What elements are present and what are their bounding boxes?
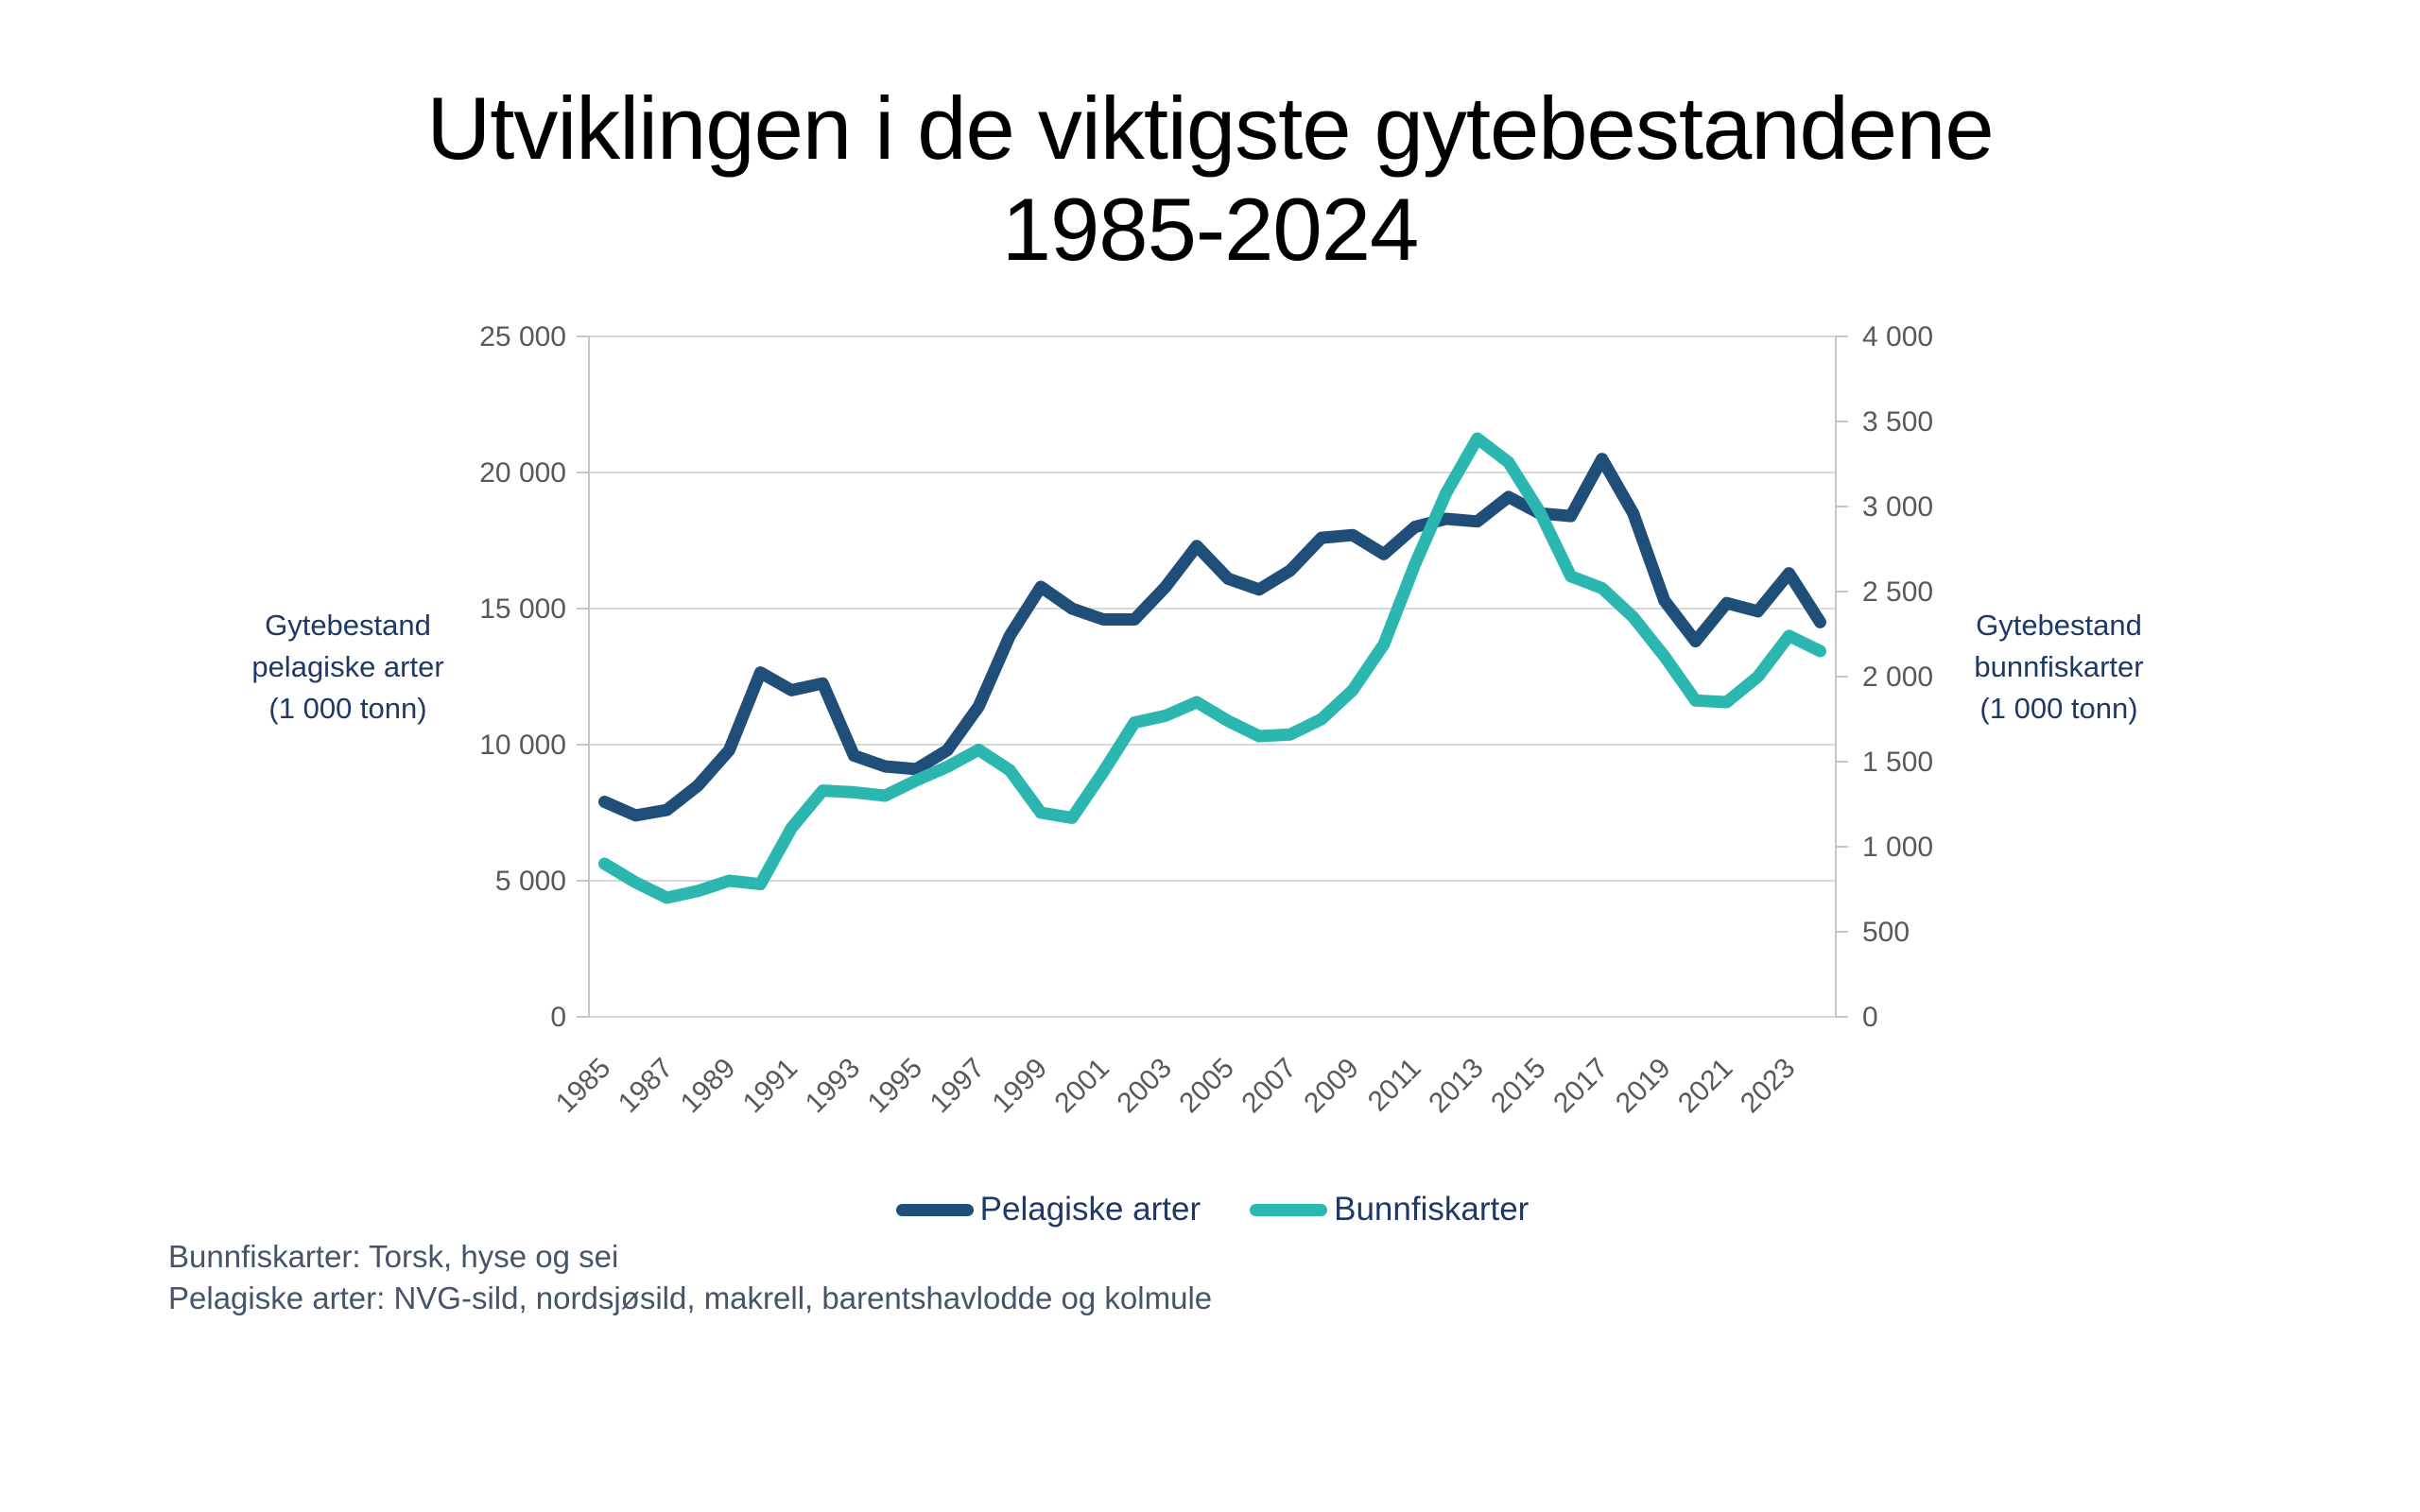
footnotes: Bunnfiskarter: Torsk, hyse og sei Pelagi… — [168, 1236, 1212, 1319]
x-tick-label: 1991 — [737, 1053, 804, 1120]
x-tick-label: 2017 — [1547, 1053, 1615, 1120]
x-tick-label: 1987 — [613, 1053, 680, 1120]
chart-title-line2: 1985-2024 — [1001, 180, 1420, 280]
x-tick-label: 2021 — [1672, 1053, 1739, 1120]
legend-label-pelagiske-arter: Pelagiske arter — [979, 1191, 1201, 1228]
chart-title: Utviklingen i de viktigste gytebestanden… — [0, 77, 2420, 280]
right-axis-title: Gytebestand bunnfiskarter (1 000 tonn) — [1898, 605, 2220, 730]
y-left-tick-label: 20 000 — [479, 457, 566, 489]
y-right-tick-label: 1 000 — [1862, 832, 1933, 863]
x-tick-label: 1993 — [800, 1053, 867, 1120]
legend-item-pelagiske-arter: Pelagiske arter — [895, 1191, 1201, 1228]
pelagiske-arter-line — [598, 453, 1826, 822]
legend-label-bunnfiskarter: Bunnfiskarter — [1334, 1191, 1530, 1228]
x-tick-label: 1995 — [862, 1053, 929, 1120]
y-left-tick-label: 15 000 — [479, 593, 566, 625]
y-left-tick-label: 0 — [550, 1002, 566, 1033]
y-right-tick-label: 3 000 — [1862, 491, 1933, 523]
y-right-tick-label: 4 000 — [1862, 321, 1933, 352]
left-axis-title-line2: pelagiske arter — [251, 650, 444, 684]
y-right-tick-label: 0 — [1862, 1002, 1878, 1033]
legend-item-bunnfiskarter: Bunnfiskarter — [1250, 1191, 1529, 1228]
x-tick-label: 2007 — [1236, 1053, 1303, 1120]
right-axis-title-line1: Gytebestand — [1976, 609, 2142, 642]
bunnfiskarter-line — [598, 432, 1826, 904]
chart-title-line1: Utviklingen i de viktigste gytebestanden… — [426, 78, 1994, 178]
right-axis-title-line3: (1 000 tonn) — [1979, 692, 2138, 726]
y-left-tick-label: 25 000 — [479, 321, 566, 352]
footnote-bunnfiskarter: Bunnfiskarter: Torsk, hyse og sei — [168, 1239, 619, 1274]
left-axis-title: Gytebestand pelagiske arter (1 000 tonn) — [187, 605, 509, 730]
x-tick-label: 1985 — [550, 1053, 617, 1120]
left-axis-title-line1: Gytebestand — [265, 609, 431, 642]
x-tick-label: 2009 — [1298, 1053, 1365, 1120]
y-right-tick-label: 3 500 — [1862, 406, 1933, 438]
y-right-tick-label: 2 500 — [1862, 576, 1933, 608]
x-tick-label: 1989 — [675, 1053, 742, 1120]
left-axis-title-line3: (1 000 tonn) — [268, 692, 427, 726]
y-left-tick-label: 5 000 — [495, 866, 566, 897]
x-tick-label: 2015 — [1485, 1053, 1552, 1120]
x-tick-label: 2023 — [1735, 1053, 1802, 1120]
y-right-tick-label: 500 — [1862, 917, 1910, 948]
x-tick-label: 2001 — [1049, 1053, 1116, 1120]
y-right-tick-label: 2 000 — [1862, 662, 1933, 693]
x-tick-label: 2003 — [1111, 1053, 1178, 1120]
x-tick-label: 1999 — [987, 1053, 1054, 1120]
x-tick-label: 2019 — [1610, 1053, 1677, 1120]
x-tick-label: 2013 — [1423, 1053, 1490, 1120]
bunnfiskarter-line-swatch — [1250, 1203, 1328, 1216]
legend: Pelagiske arter Bunnfiskarter — [589, 1191, 1836, 1228]
right-axis-title-line2: bunnfiskarter — [1974, 650, 2144, 684]
y-right-tick-label: 1 500 — [1862, 747, 1933, 778]
footnote-pelagiske-arter: Pelagiske arter: NVG-sild, nordsjøsild, … — [168, 1280, 1213, 1315]
y-left-tick-label: 10 000 — [479, 730, 566, 761]
x-tick-label: 1997 — [925, 1053, 992, 1120]
x-tick-label: 2005 — [1173, 1053, 1240, 1120]
x-tick-label: 2011 — [1362, 1053, 1427, 1118]
pelagiske-arter-line-swatch — [895, 1203, 974, 1216]
